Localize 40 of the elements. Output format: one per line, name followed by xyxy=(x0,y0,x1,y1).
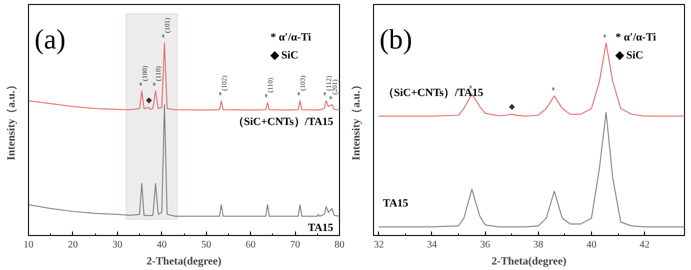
chart-title: (a) xyxy=(34,24,66,56)
chart-title: (b) xyxy=(380,24,412,56)
annotation: ◆ SiC xyxy=(614,50,644,62)
annotation: * xyxy=(295,92,304,96)
annotation: * xyxy=(263,94,272,98)
x-tick-label: 30 xyxy=(112,240,122,250)
x-tick-label: 80 xyxy=(334,240,344,250)
x-tick-label: 40 xyxy=(586,240,596,250)
x-tick-label: 70 xyxy=(290,240,300,250)
x-tick-label: 42 xyxy=(640,240,650,250)
annotation: * xyxy=(137,82,146,86)
series-label: （SiC+CNTs）/TA15 xyxy=(232,116,334,128)
annotation: * xyxy=(550,86,559,91)
y-axis-title: Intensity（a.u.） xyxy=(350,80,362,160)
annotation: * xyxy=(327,96,336,100)
x-tick-label: 20 xyxy=(68,240,78,250)
annotation: * xyxy=(160,34,169,38)
annotation: * xyxy=(602,34,611,38)
x-tick-label: 10 xyxy=(24,240,34,250)
series-label: TA15 xyxy=(308,222,334,234)
annotation: ◆ xyxy=(144,96,153,104)
annotation: ◆ xyxy=(507,103,516,110)
x-tick-label: 60 xyxy=(246,240,256,250)
x-tick-label: 38 xyxy=(533,240,544,250)
annotation: * xyxy=(151,82,160,86)
y-axis-title: Intensity（a.u.） xyxy=(6,80,18,160)
annotation: * xyxy=(216,92,226,96)
annotation: * xyxy=(322,92,331,96)
annotation: * α′/α-Ti xyxy=(270,32,312,44)
x-tick-label: 32 xyxy=(374,240,384,250)
x-axis-title: 2-Theta(degree) xyxy=(492,256,567,268)
annotation: * xyxy=(467,85,476,90)
x-tick-label: 36 xyxy=(480,240,490,250)
series-label: TA15 xyxy=(382,198,409,210)
x-tick-label: 50 xyxy=(201,240,212,250)
annotation: * α′/α-Ti xyxy=(616,32,656,44)
x-axis-title: 2-Theta(degree) xyxy=(146,256,222,268)
x-tick-label: 40 xyxy=(156,240,167,250)
x-tick-label: 34 xyxy=(426,240,437,250)
annotation: ◆ SiC xyxy=(270,50,298,62)
